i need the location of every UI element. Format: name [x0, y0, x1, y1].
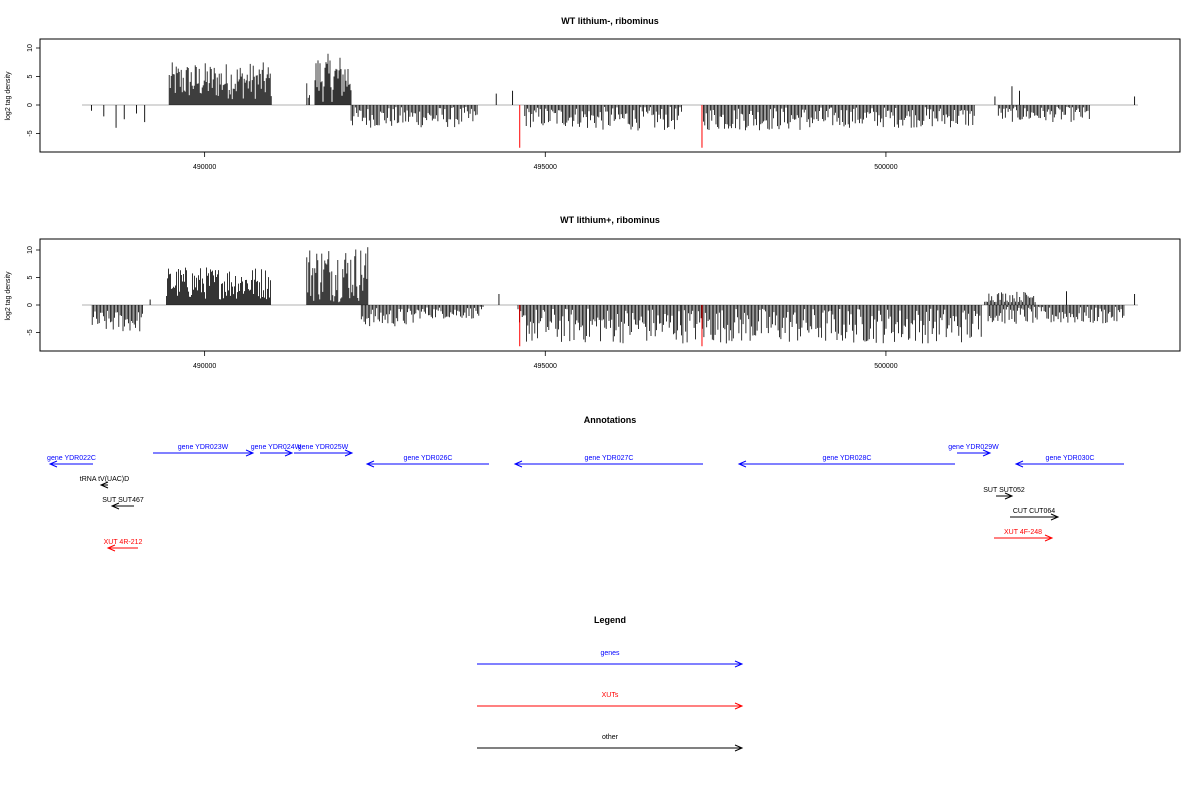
annotation-feature: SUT SUT467: [102, 497, 144, 510]
feature-arrow-head: [1050, 513, 1060, 521]
feature-label: XUT 4F-248: [1004, 529, 1042, 536]
y-tick-label: 10: [27, 44, 34, 52]
feature-label: tRNA tV(UAC)D: [80, 476, 129, 483]
feature-label: gene YDR029W: [948, 444, 999, 451]
y-tick-label: 0: [27, 303, 34, 307]
feature-label: gene YDR022C: [47, 455, 96, 462]
legend-items: genes XUTs other: [477, 650, 744, 752]
feature-label: gene YDR027C: [585, 455, 634, 462]
panel-title: WT lithium+, ribominus: [560, 215, 660, 225]
legend-label: other: [602, 734, 619, 741]
feature-arrow-head: [99, 481, 109, 489]
x-tick-label: 490000: [193, 363, 216, 370]
annotation-feature: gene YDR025W: [294, 444, 354, 457]
y-tick-label: 0: [27, 103, 34, 107]
plot-frame: [39, 238, 1181, 352]
feature-arrow-head: [106, 544, 116, 552]
legend-entry: other: [477, 734, 744, 752]
y-axis-label: log2 tag density: [5, 71, 12, 121]
annotation-feature: SUT SUT052: [983, 487, 1025, 500]
feature-arrow-head: [1044, 534, 1054, 542]
feature-arrow-head: [737, 460, 747, 468]
feature-arrow-head: [110, 502, 120, 510]
feature-arrow-head: [344, 449, 354, 457]
feature-arrow-head: [245, 449, 255, 457]
axis-ticks: 10 5 0 -5 490000 495000 500000: [27, 44, 898, 171]
feature-arrow-head: [48, 460, 58, 468]
x-tick-label: 500000: [874, 363, 897, 370]
legend-label: genes: [600, 650, 620, 657]
x-tick-label: 500000: [874, 164, 897, 171]
annotation-feature: gene YDR022C: [47, 455, 96, 468]
feature-label: gene YDR024W: [251, 444, 302, 451]
annotations-track: Annotations gene YDR022C gene YDR023W gene…: [47, 415, 1124, 552]
legend-arrow-head: [734, 702, 744, 710]
feature-label: gene YDR030C: [1046, 455, 1095, 462]
annotation-feature: tRNA tV(UAC)D: [80, 476, 129, 489]
feature-label: SUT SUT467: [102, 497, 144, 504]
panel-lithium-minus: WT lithium-, ribominus log2 tag density …: [5, 16, 1181, 171]
panel-title: WT lithium-, ribominus: [561, 16, 659, 26]
feature-label: gene YDR025W: [298, 444, 349, 451]
legend-label: XUTs: [602, 692, 619, 699]
feature-arrow-head: [1014, 460, 1024, 468]
legend: Legend genes XUTs other: [477, 615, 744, 752]
y-tick-label: 5: [27, 74, 34, 78]
y-tick-label: -5: [27, 130, 34, 136]
feature-arrow-head: [284, 449, 294, 457]
legend-entry: genes: [477, 650, 744, 668]
annotation-feature: XUT 4F-248: [994, 529, 1054, 542]
feature-label: CUT CUT064: [1013, 508, 1055, 515]
bar-series: [82, 247, 1138, 347]
x-tick-label: 495000: [534, 363, 557, 370]
feature-arrow-head: [513, 460, 523, 468]
legend-entry: XUTs: [477, 692, 744, 710]
annotation-feature: gene YDR028C: [737, 455, 955, 468]
annotation-feature: CUT CUT064: [1010, 508, 1060, 521]
annotation-feature: gene YDR026C: [365, 455, 489, 468]
annotation-feature: gene YDR030C: [1014, 455, 1124, 468]
x-tick-label: 490000: [193, 164, 216, 171]
annotation-feature: XUT 4R-212: [104, 539, 143, 552]
x-tick-label: 495000: [534, 164, 557, 171]
annotation-feature: gene YDR029W: [948, 444, 999, 457]
y-axis-label: log2 tag density: [5, 271, 12, 321]
feature-label: gene YDR028C: [823, 455, 872, 462]
panel-lithium-plus: WT lithium+, ribominus log2 tag density …: [5, 215, 1181, 370]
feature-label: XUT 4R-212: [104, 539, 143, 546]
annotation-feature: gene YDR024W: [251, 444, 302, 457]
feature-label: gene YDR026C: [404, 455, 453, 462]
feature-label: gene YDR023W: [178, 444, 229, 451]
legend-title: Legend: [594, 615, 626, 625]
feature-arrow-head: [982, 449, 992, 457]
axis-ticks: 10 5 0 -5 490000 495000 500000: [27, 246, 898, 370]
annotation-feature: gene YDR023W: [153, 444, 255, 457]
legend-arrow-head: [734, 660, 744, 668]
feature-arrow-head: [1004, 492, 1014, 500]
plot-frame: [39, 38, 1181, 153]
feature-label: SUT SUT052: [983, 487, 1025, 494]
y-tick-label: 5: [27, 275, 34, 279]
y-tick-label: -5: [27, 329, 34, 335]
annotation-feature: gene YDR027C: [513, 455, 703, 468]
bar-series: [82, 53, 1138, 148]
legend-arrow-head: [734, 744, 744, 752]
feature-arrow-head: [365, 460, 375, 468]
y-tick-label: 10: [27, 246, 34, 254]
annotations-title: Annotations: [584, 415, 637, 425]
